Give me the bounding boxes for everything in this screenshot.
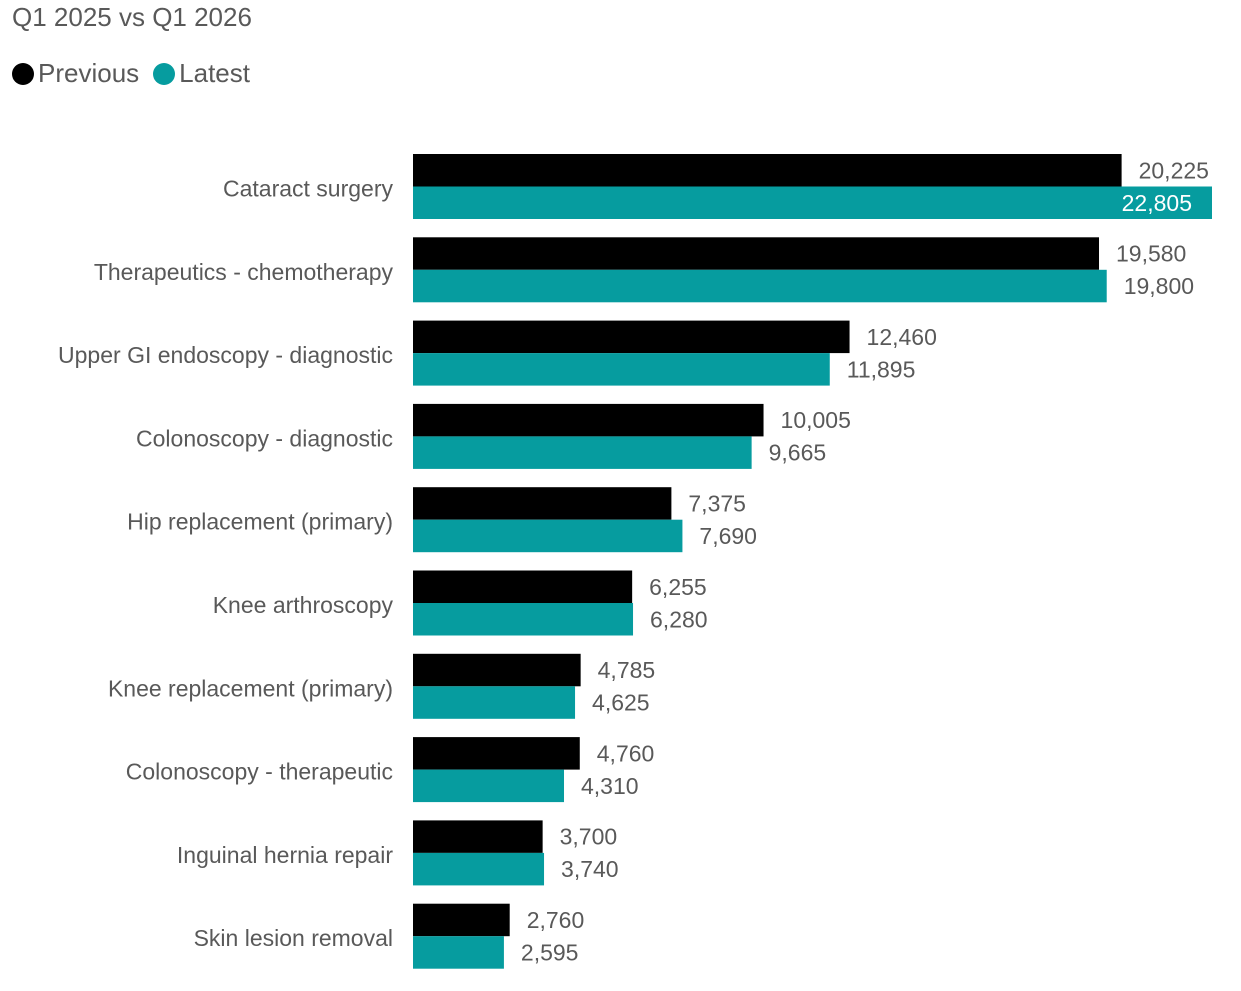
bar-latest-therapeutics-chemotherapy (413, 269, 1107, 303)
category-label-colonoscopy-therapeutic: Colonoscopy - therapeutic (126, 759, 393, 785)
bar-latest-skin-lesion-removal (413, 936, 504, 969)
bar-previous-colonoscopy-diagnostic (413, 403, 764, 437)
bar-latest-colonoscopy-therapeutic (413, 769, 565, 803)
bar-previous-skin-lesion-removal (413, 903, 510, 937)
value-label-previous-therapeutics-chemotherapy: 19,580 (1116, 241, 1186, 267)
value-label-previous-skin-lesion-removal: 2,760 (527, 907, 585, 933)
category-label-cataract-surgery: Cataract surgery (223, 176, 394, 202)
category-label-therapeutics-chemotherapy: Therapeutics - chemotherapy (94, 259, 394, 285)
value-label-latest-skin-lesion-removal: 2,595 (521, 939, 579, 965)
category-label-inguinal-hernia-repair: Inguinal hernia repair (177, 842, 393, 868)
legend-label-latest: Latest (179, 58, 250, 88)
category-label-skin-lesion-removal: Skin lesion removal (194, 925, 393, 951)
value-label-latest-colonoscopy-diagnostic: 9,665 (769, 440, 827, 466)
legend-item-latest: Latest (153, 58, 250, 89)
legend-swatch-latest (153, 62, 176, 85)
category-label-colonoscopy-diagnostic: Colonoscopy - diagnostic (136, 425, 393, 451)
chart-legend: Previous Latest (12, 58, 264, 89)
bar-latest-knee-replacement-primary (413, 686, 576, 719)
bar-previous-cataract-surgery (413, 154, 1122, 187)
category-label-knee-arthroscopy: Knee arthroscopy (213, 592, 394, 618)
value-label-latest-inguinal-hernia-repair: 3,740 (561, 856, 619, 882)
bar-previous-inguinal-hernia-repair (413, 820, 543, 853)
bar-previous-therapeutics-chemotherapy (413, 237, 1100, 270)
bar-previous-upper-gi-endoscopy-diagnostic (413, 320, 850, 354)
legend-label-previous: Previous (38, 58, 140, 88)
value-label-latest-knee-replacement-primary: 4,625 (592, 690, 650, 716)
legend-swatch-previous (12, 62, 34, 85)
bar-latest-colonoscopy-diagnostic (413, 436, 752, 469)
value-label-previous-colonoscopy-therapeutic: 4,760 (597, 740, 655, 766)
category-label-knee-replacement-primary: Knee replacement (primary) (108, 675, 393, 701)
chart-subtitle: Q1 2025 vs Q1 2026 (12, 2, 252, 32)
legend-item-previous: Previous (12, 58, 139, 89)
bar-previous-knee-replacement-primary (413, 653, 581, 687)
value-label-latest-hip-replacement-primary: 7,690 (699, 523, 757, 549)
value-label-latest-cataract-surgery: 22,805 (1122, 190, 1192, 216)
bar-latest-inguinal-hernia-repair (413, 852, 545, 886)
value-label-latest-upper-gi-endoscopy-diagnostic: 11,895 (847, 356, 916, 382)
bar-previous-hip-replacement-primary (413, 487, 672, 520)
value-label-latest-knee-arthroscopy: 6,280 (650, 606, 708, 632)
bar-latest-hip-replacement-primary (413, 519, 683, 553)
value-label-latest-colonoscopy-therapeutic: 4,310 (581, 773, 639, 799)
bar-latest-upper-gi-endoscopy-diagnostic (413, 353, 830, 386)
bar-latest-cataract-surgery (413, 186, 1212, 219)
category-label-hip-replacement-primary: Hip replacement (primary) (127, 509, 393, 535)
value-label-previous-colonoscopy-diagnostic: 10,005 (781, 407, 851, 433)
value-label-previous-upper-gi-endoscopy-diagnostic: 12,460 (867, 324, 937, 350)
value-label-previous-inguinal-hernia-repair: 3,700 (560, 824, 618, 850)
value-label-previous-knee-arthroscopy: 6,255 (649, 574, 707, 600)
value-label-previous-cataract-surgery: 20,225 (1139, 157, 1209, 183)
value-label-previous-hip-replacement-primary: 7,375 (688, 490, 746, 516)
value-label-latest-therapeutics-chemotherapy: 19,800 (1124, 273, 1194, 299)
bar-latest-knee-arthroscopy (413, 603, 634, 636)
bar-previous-colonoscopy-therapeutic (413, 737, 580, 770)
bar-previous-knee-arthroscopy (413, 570, 633, 603)
value-label-previous-knee-replacement-primary: 4,785 (598, 657, 656, 683)
category-label-upper-gi-endoscopy-diagnostic: Upper GI endoscopy - diagnostic (58, 342, 393, 368)
